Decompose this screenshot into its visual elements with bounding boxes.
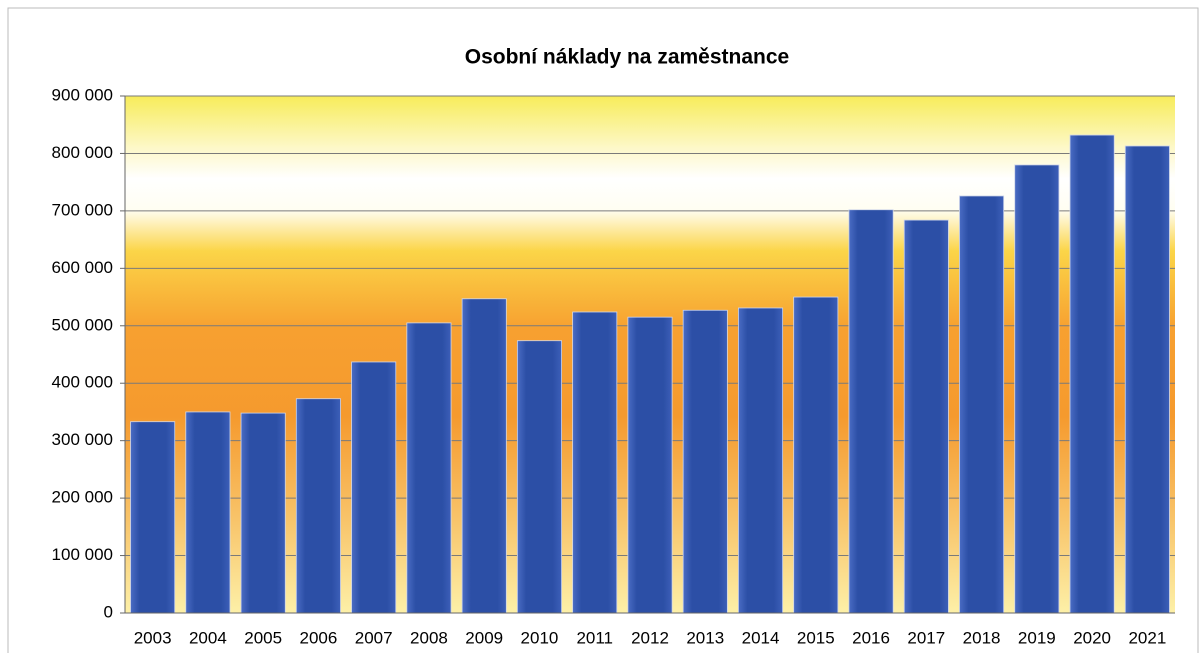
x-tick-label: 2017: [907, 628, 945, 647]
bar: [1014, 164, 1060, 614]
x-tick-label: 2015: [797, 628, 835, 647]
bar: [185, 411, 231, 614]
y-tick-label: 100 000: [52, 545, 113, 564]
x-tick-label: 2021: [1128, 628, 1166, 647]
bar: [240, 412, 286, 614]
x-tick-label: 2005: [244, 628, 282, 647]
x-tick-label: 2010: [521, 628, 559, 647]
y-tick-label: 700 000: [52, 200, 113, 219]
x-tick-label: 2007: [355, 628, 393, 647]
bar: [1069, 134, 1115, 614]
frame: [7, 7, 1199, 653]
bar: [627, 316, 673, 614]
y-tick-label: 300 000: [52, 430, 113, 449]
bar: [682, 309, 728, 614]
x-tick-label: 2013: [686, 628, 724, 647]
x-tick-label: 2011: [576, 628, 613, 647]
bar: [572, 311, 618, 614]
y-tick-label: 200 000: [52, 488, 113, 507]
bar: [516, 340, 562, 614]
x-tick-label: 2012: [631, 628, 669, 647]
x-tick-label: 2019: [1018, 628, 1056, 647]
bar: [461, 298, 507, 614]
x-tick-label: 2006: [300, 628, 338, 647]
bar: [1124, 145, 1170, 614]
bar: [351, 361, 397, 614]
bar: [406, 322, 452, 614]
chart-title: Osobní náklady na zaměstnance: [465, 46, 789, 69]
y-tick-label: 0: [104, 602, 113, 621]
bar: [903, 219, 949, 614]
bar: [959, 195, 1005, 614]
y-tick-label: 500 000: [52, 315, 113, 334]
x-tick-label: 2014: [742, 628, 780, 647]
x-tick-label: 2009: [465, 628, 503, 647]
bar: [793, 296, 839, 614]
bar: [738, 307, 784, 614]
x-tick-label: 2018: [963, 628, 1001, 647]
x-tick-label: 2004: [189, 628, 227, 647]
bar: [295, 398, 341, 614]
x-tick-label: 2016: [852, 628, 890, 647]
y-tick-label: 800 000: [52, 143, 113, 162]
x-tick-label: 2020: [1073, 628, 1111, 647]
bar: [130, 421, 176, 614]
bar: [848, 209, 894, 614]
y-tick-label: 400 000: [52, 373, 113, 392]
y-tick-label: 600 000: [52, 258, 113, 277]
y-tick-label: 900 000: [52, 85, 113, 104]
x-tick-label: 2008: [410, 628, 448, 647]
x-tick-label: 2003: [134, 628, 172, 647]
